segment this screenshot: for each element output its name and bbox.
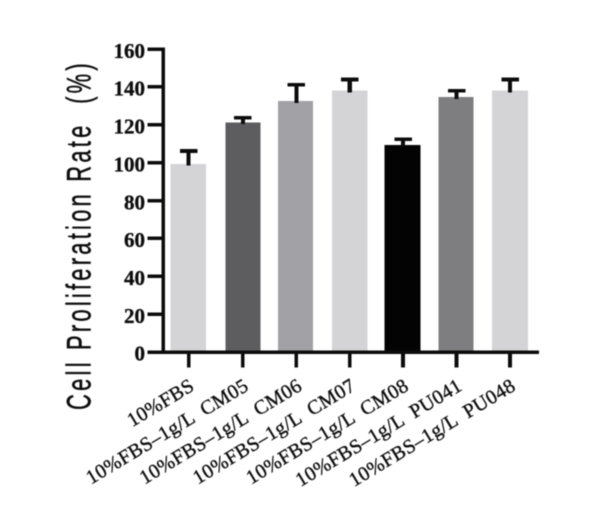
svg-text:40: 40	[124, 266, 145, 290]
svg-text:160: 160	[114, 39, 146, 63]
svg-text:80: 80	[124, 190, 145, 214]
svg-text:140: 140	[114, 77, 146, 101]
svg-text:120: 120	[114, 115, 146, 139]
svg-text:Cell Proliferation Rate (%): Cell Proliferation Rate (%)	[61, 60, 99, 410]
svg-text:0: 0	[135, 342, 146, 366]
svg-text:100: 100	[114, 152, 146, 176]
svg-text:60: 60	[124, 228, 145, 252]
svg-text:20: 20	[124, 304, 145, 328]
